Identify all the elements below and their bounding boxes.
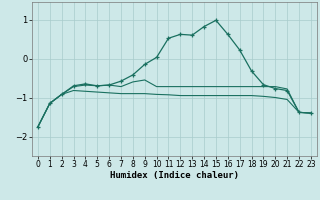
X-axis label: Humidex (Indice chaleur): Humidex (Indice chaleur) <box>110 171 239 180</box>
